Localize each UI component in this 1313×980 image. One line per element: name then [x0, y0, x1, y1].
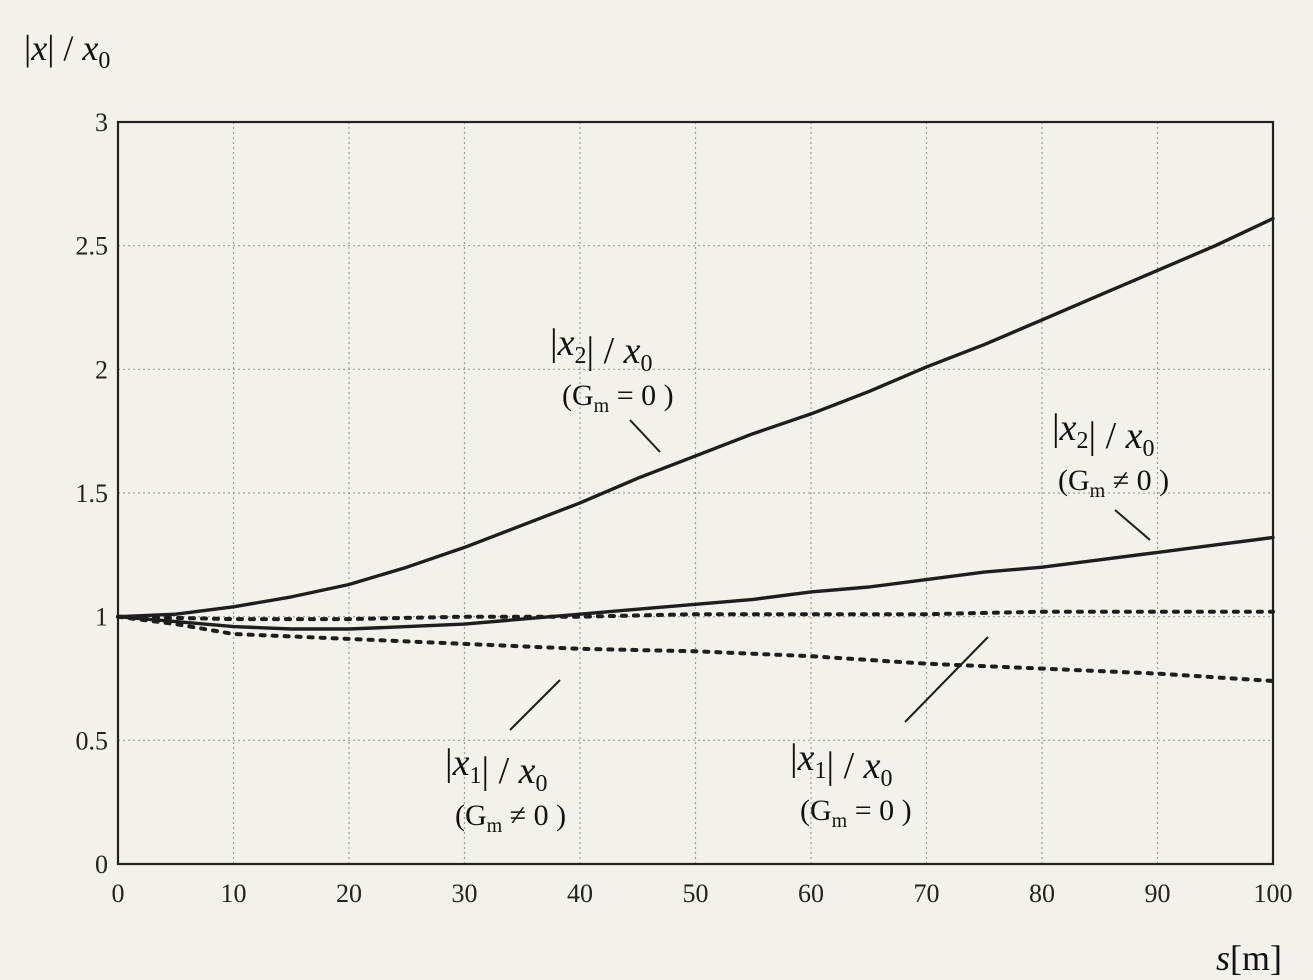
y-tick-label: 0 [95, 850, 108, 879]
y-axis-title: |x| / x0 [24, 28, 110, 74]
grid [118, 122, 1273, 864]
leader-line-x1_gmne0 [509, 679, 561, 731]
x-tick-label: 90 [1145, 879, 1171, 908]
x-tick-label: 50 [683, 879, 709, 908]
annotations: |x2| / x0(Gm = 0 )|x2| / x0(Gm ≠ 0 )|x1|… [445, 322, 1169, 837]
x-tick-label: 100 [1254, 879, 1293, 908]
x-tick-label: 10 [221, 879, 247, 908]
y-tick-label: 2.5 [76, 232, 109, 261]
y-tick-label: 0.5 [76, 726, 109, 755]
annotation-label: |x1| / x0 [445, 742, 548, 797]
x-tick-label: 20 [336, 879, 362, 908]
annotation-x1_gm0: |x1| / x0(Gm = 0 ) [790, 737, 912, 832]
y-axis-ticks: 0 0.5 1 1.5 2 2.5 3 [76, 108, 109, 879]
annotation-leaders [509, 419, 1151, 731]
x-tick-label: 80 [1029, 879, 1055, 908]
plot-frame [116, 120, 1275, 866]
x-tick-label: 30 [452, 879, 478, 908]
annotation-label: |x2| / x0 [1052, 407, 1155, 462]
annotation-label: |x1| / x0 [790, 737, 893, 792]
annotation-condition: (Gm ≠ 0 ) [1058, 464, 1169, 502]
series [116, 216, 1275, 683]
annotation-x2_gmne0: |x2| / x0(Gm ≠ 0 ) [1052, 407, 1169, 502]
x-tick-label: 70 [914, 879, 940, 908]
annotation-condition: (Gm ≠ 0 ) [455, 799, 566, 837]
series-line-x2_gmne0 [116, 535, 1275, 631]
annotation-x2_gm0: |x2| / x0(Gm = 0 ) [550, 322, 674, 417]
y-tick-label: 1.5 [76, 479, 109, 508]
leader-line-x1_gm0 [904, 636, 989, 723]
leader-line-x2_gmne0 [1114, 509, 1151, 541]
x-tick-label: 0 [112, 879, 125, 908]
x-axis-title: s[m] [1216, 938, 1282, 978]
annotation-condition: (Gm = 0 ) [800, 794, 912, 832]
y-tick-label: 1 [95, 603, 108, 632]
y-tick-label: 2 [95, 355, 108, 384]
annotation-label: |x2| / x0 [550, 322, 653, 377]
series-line-x1_gmne0 [116, 614, 1275, 683]
x-axis-ticks: 0 10 20 30 40 50 60 70 80 90 100 [112, 879, 1293, 908]
x-tick-label: 40 [567, 879, 593, 908]
annotation-x1_gmne0: |x1| / x0(Gm ≠ 0 ) [445, 742, 566, 837]
leader-line-x2_gm0 [629, 419, 661, 453]
series-line-x2_gm0 [116, 216, 1275, 619]
x-tick-label: 60 [798, 879, 824, 908]
plot-border [116, 120, 1275, 866]
y-tick-label: 3 [95, 108, 108, 137]
series-line-x1_gm0 [116, 609, 1275, 622]
annotation-condition: (Gm = 0 ) [562, 379, 674, 417]
